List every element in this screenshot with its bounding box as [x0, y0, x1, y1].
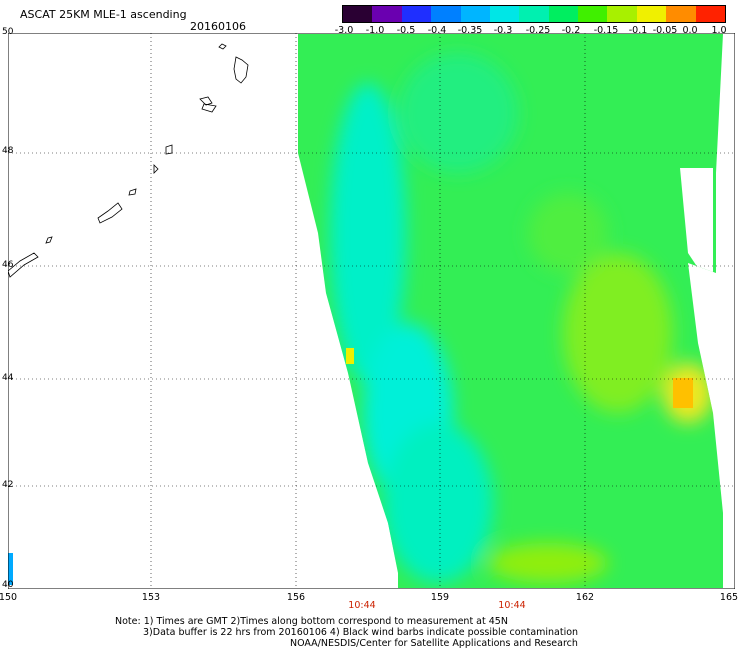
- lon-label: 156: [286, 592, 306, 603]
- map-area: [8, 33, 735, 589]
- colorbar-label: -1.0: [365, 25, 385, 36]
- colorbar-segment: [519, 6, 550, 22]
- note-line: NOAA/NESDIS/Center for Satellite Applica…: [290, 638, 578, 649]
- lon-label: 165: [719, 592, 739, 603]
- island-outline: [199, 96, 213, 106]
- lat-label: 42: [2, 480, 14, 490]
- colorbar-label: -0.4: [427, 25, 447, 36]
- island-outline: [218, 43, 227, 50]
- wind-swath: [262, 34, 723, 588]
- colorbar: [342, 5, 726, 23]
- colorbar-label: -0.3: [493, 25, 513, 36]
- island-outline: [8, 252, 39, 278]
- colorbar-label: -0.15: [593, 25, 619, 36]
- colorbar-label: -0.2: [561, 25, 581, 36]
- note-line: Note: 1) Times are GMT 2)Times along bot…: [115, 616, 508, 627]
- colorbar-label: -0.25: [525, 25, 551, 36]
- colorbar-segment: [695, 6, 725, 22]
- lat-label: 50: [2, 27, 14, 37]
- time-label: 10:44: [348, 600, 376, 611]
- island-outline: [45, 236, 53, 244]
- island-outline: [165, 144, 173, 155]
- swath-edge-strip: [8, 553, 13, 585]
- lon-label: 159: [430, 592, 450, 603]
- colorbar-label: -0.05: [652, 25, 678, 36]
- island-outline: [153, 164, 159, 174]
- island-outline: [201, 103, 217, 113]
- lat-label: 40: [2, 580, 14, 590]
- island-outline: [233, 56, 249, 84]
- lon-label: 153: [141, 592, 161, 603]
- colorbar-label: 0.0: [682, 25, 698, 36]
- colorbar-segment: [372, 6, 403, 22]
- map-title: ASCAT 25KM MLE-1 ascending: [20, 8, 187, 21]
- colorbar-segment: [666, 6, 697, 22]
- lon-label: 162: [575, 592, 595, 603]
- map-date: 20160106: [190, 20, 246, 33]
- colorbar-segment: [343, 6, 373, 22]
- coastlines: [8, 43, 249, 278]
- colorbar-label: -0.35: [457, 25, 483, 36]
- island-outline: [97, 202, 123, 224]
- colorbar-label: -3.0: [334, 25, 354, 36]
- island-outline: [128, 188, 137, 196]
- colorbar-segment: [607, 6, 638, 22]
- colorbar-label: 1.0: [711, 25, 727, 36]
- note-line: 3)Data buffer is 22 hrs from 20160106 4)…: [143, 627, 579, 638]
- lat-label: 44: [2, 373, 14, 383]
- graticule: [8, 33, 735, 589]
- colorbar-segment: [636, 6, 667, 22]
- lat-label: 46: [2, 260, 14, 270]
- colorbar-segment: [548, 6, 579, 22]
- lon-label: 150: [0, 592, 18, 603]
- colorbar-label: -0.5: [396, 25, 416, 36]
- lat-label: 48: [2, 146, 14, 156]
- colorbar-segment: [401, 6, 432, 22]
- colorbar-segment: [578, 6, 608, 22]
- colorbar-segment: [489, 6, 520, 22]
- time-label: 10:44: [498, 600, 526, 611]
- colorbar-segment: [460, 6, 491, 22]
- colorbar-label: -0.1: [628, 25, 648, 36]
- colorbar-segment: [431, 6, 462, 22]
